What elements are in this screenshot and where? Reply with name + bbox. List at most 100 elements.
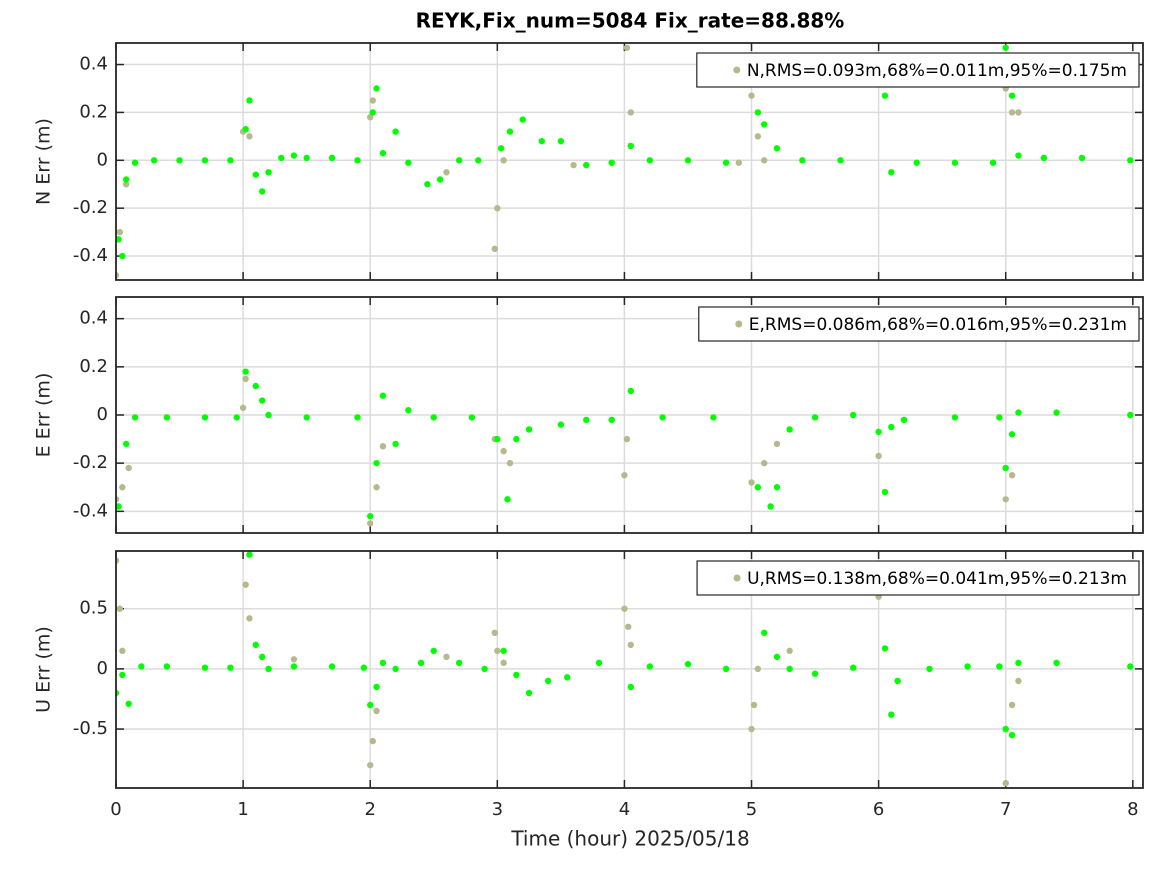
point — [875, 452, 882, 460]
point — [116, 236, 122, 243]
point — [608, 416, 615, 424]
point — [1127, 157, 1134, 164]
point — [786, 647, 793, 655]
point — [951, 159, 959, 166]
point — [881, 645, 889, 652]
y-tick-label: -0.2 — [73, 197, 108, 218]
point — [252, 382, 260, 390]
axes-box — [115, 42, 1144, 281]
point — [201, 664, 209, 671]
point — [621, 605, 628, 612]
point — [379, 443, 387, 450]
point — [627, 641, 634, 649]
point — [116, 605, 124, 612]
point — [373, 707, 380, 715]
point — [163, 663, 171, 670]
point — [290, 656, 298, 663]
point — [1015, 152, 1022, 159]
point — [557, 137, 565, 145]
point — [242, 125, 249, 133]
x-axis-label: Time (hour) 2025/05/18 — [510, 827, 749, 851]
point — [659, 414, 666, 421]
point — [227, 664, 234, 671]
point — [1008, 92, 1016, 99]
point — [913, 159, 920, 166]
point — [369, 97, 376, 104]
legend-box — [696, 560, 1140, 596]
legend: U,RMS=0.138m,68%=0.041m,95%=0.213m — [696, 560, 1140, 596]
point — [773, 145, 781, 152]
point — [328, 663, 336, 670]
point — [754, 484, 762, 491]
point — [258, 397, 266, 404]
legend-text: E,RMS=0.086m,68%=0.016m,95%=0.231m — [749, 315, 1127, 335]
point — [227, 157, 234, 164]
point — [443, 169, 450, 176]
point — [748, 479, 755, 486]
point — [405, 406, 412, 414]
point — [468, 414, 476, 421]
plot-area — [116, 368, 1134, 527]
point — [367, 701, 374, 709]
point — [989, 159, 997, 166]
point — [119, 252, 126, 260]
point — [1127, 411, 1134, 419]
point — [252, 171, 260, 178]
point — [811, 670, 819, 677]
point — [506, 128, 514, 135]
point — [500, 659, 507, 667]
point — [773, 653, 781, 661]
point — [239, 404, 247, 411]
legend-marker — [733, 574, 741, 582]
point — [116, 228, 124, 236]
point — [544, 677, 552, 685]
point — [125, 464, 132, 472]
point — [265, 665, 272, 673]
point — [176, 157, 183, 164]
point — [996, 663, 1003, 670]
point — [881, 92, 889, 99]
point — [246, 551, 253, 558]
point — [875, 428, 882, 436]
point — [888, 169, 895, 176]
point — [405, 159, 412, 166]
point — [964, 663, 971, 670]
point — [360, 664, 368, 671]
point — [379, 659, 387, 667]
point — [1008, 431, 1016, 438]
point — [491, 245, 498, 253]
point — [519, 116, 526, 123]
point — [500, 157, 507, 164]
point — [303, 154, 310, 162]
point — [500, 447, 507, 455]
plot-area — [116, 551, 1134, 787]
axes-box — [115, 296, 1144, 534]
point — [525, 689, 533, 697]
point — [494, 204, 501, 212]
x-tick-label: 4 — [619, 799, 630, 820]
point — [881, 488, 889, 496]
point — [1053, 409, 1060, 416]
point — [497, 145, 505, 152]
point — [627, 109, 634, 116]
point — [1078, 154, 1086, 162]
point — [367, 761, 374, 769]
point — [595, 659, 603, 667]
point — [504, 496, 511, 503]
y-tick-label: 0 — [97, 404, 108, 425]
point — [475, 157, 482, 164]
x-tick-label: 5 — [746, 799, 757, 820]
point — [525, 426, 533, 433]
point — [369, 737, 376, 745]
point — [557, 421, 565, 428]
point — [150, 157, 158, 164]
y-axis-label: E Err (m) — [33, 373, 55, 458]
y-tick-label: 0.2 — [79, 101, 108, 122]
point — [513, 671, 520, 679]
point — [379, 149, 387, 157]
point — [131, 414, 139, 421]
x-tick-label: 7 — [1000, 799, 1011, 820]
y-tick-label: -0.2 — [73, 452, 108, 473]
y-tick-label: 0.2 — [79, 356, 108, 377]
